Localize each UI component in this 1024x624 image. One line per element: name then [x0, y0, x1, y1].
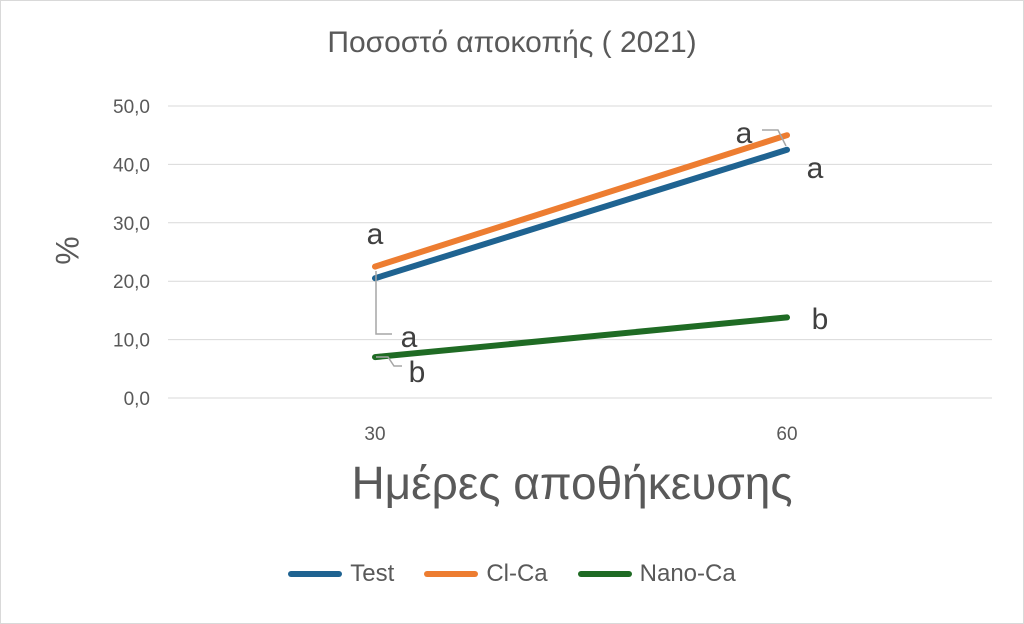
legend-label: Test: [350, 560, 395, 587]
significance-label: a: [401, 321, 418, 354]
legend-item-cl-ca: Cl-Ca: [424, 560, 548, 588]
data-point: [784, 132, 790, 138]
label-leader-line: [375, 271, 392, 335]
series-line-nano-ca: [372, 314, 790, 361]
significance-label: a: [736, 117, 753, 150]
y-tick-label: 40,0: [113, 155, 150, 176]
data-point: [784, 314, 790, 320]
data-point: [372, 354, 378, 360]
chart-title: Ποσοστό αποκοπής ( 2021): [327, 26, 697, 59]
x-axis-title: Ημέρες αποθήκευσης: [351, 457, 793, 509]
legend-item-test: Test: [288, 560, 394, 588]
x-tick-label: 60: [776, 424, 797, 445]
y-tick-label: 50,0: [113, 97, 150, 118]
legend-swatch: [288, 571, 343, 577]
y-tick-label: 0,0: [124, 389, 150, 410]
y-tick-label: 20,0: [113, 272, 150, 293]
significance-label: a: [367, 218, 384, 251]
legend-label: Cl-Ca: [486, 560, 548, 587]
x-tick-label: 30: [364, 424, 385, 445]
y-tick-label: 30,0: [113, 214, 150, 235]
legend-label: Nano-Ca: [639, 560, 736, 587]
data-point: [372, 264, 378, 270]
legend-swatch: [424, 571, 479, 577]
legend-swatch: [577, 571, 632, 577]
data-point: [784, 147, 790, 153]
series-line-test: [372, 146, 790, 282]
legend-item-nano-ca: Nano-Ca: [577, 560, 736, 588]
y-tick-label: 10,0: [113, 331, 150, 352]
significance-label: b: [409, 356, 426, 389]
legend: Test Cl-Ca Nano-Ca: [0, 560, 1024, 588]
label-leader-line: [376, 356, 402, 367]
significance-label: a: [807, 152, 824, 185]
series-line-cl-ca: [372, 132, 790, 270]
significance-label: b: [812, 303, 829, 336]
label-leader-line: [762, 129, 787, 147]
